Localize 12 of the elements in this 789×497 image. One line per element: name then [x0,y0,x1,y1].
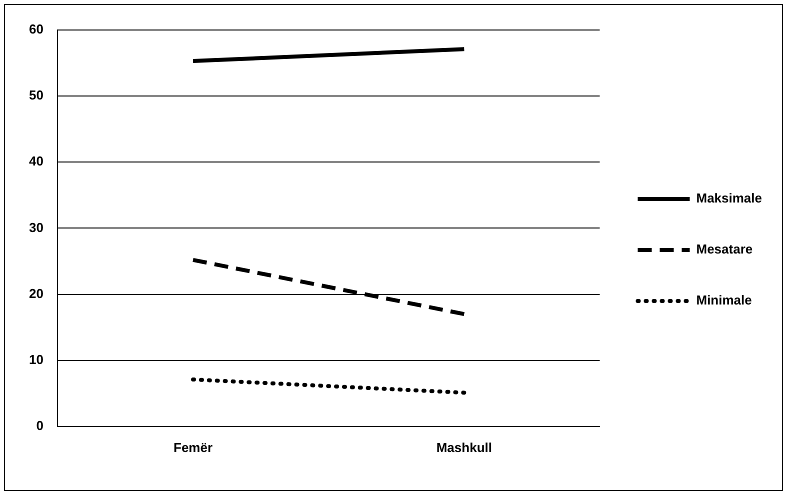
y-tick-label: 30 [28,220,44,235]
legend-label: Maksimale [696,190,762,206]
x-tick-label: Femër [174,440,213,455]
y-tick-label: 10 [28,352,44,367]
y-tick-label: 0 [36,418,44,433]
y-tick-label: 50 [28,88,44,103]
y-tick-label: 20 [28,286,44,301]
y-tick-label: 60 [28,22,44,37]
legend-label: Mesatare [696,242,753,257]
x-tick-label: Mashkull [436,440,492,455]
y-tick-label: 40 [28,154,44,169]
legend-label: Minimale [696,292,752,308]
